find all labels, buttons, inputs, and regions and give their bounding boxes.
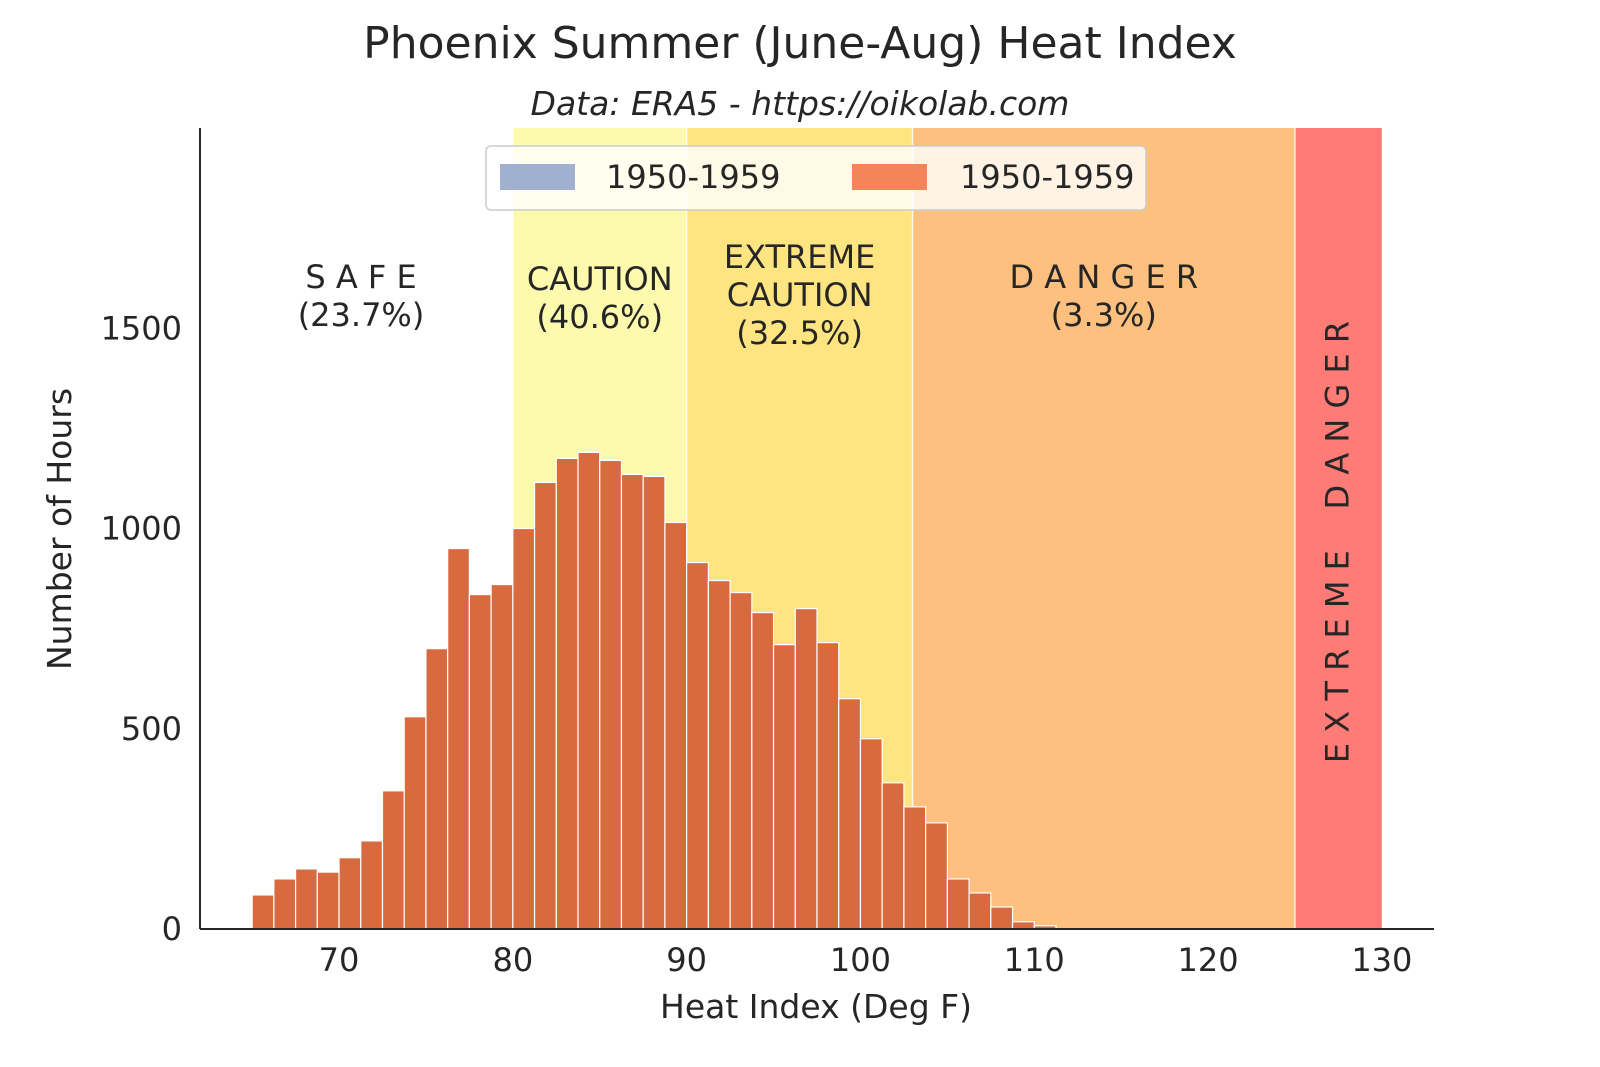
zone-label-caution: (40.6%) bbox=[536, 298, 663, 336]
x-tick-label: 110 bbox=[1004, 941, 1065, 979]
histogram-bar bbox=[620, 473, 644, 930]
x-tick-label: 120 bbox=[1178, 941, 1239, 979]
histogram-bar bbox=[447, 547, 470, 930]
y-tick-label: 1000 bbox=[101, 510, 182, 548]
histogram-bar bbox=[772, 644, 796, 930]
histogram-bar bbox=[925, 822, 948, 930]
legend-label-2: 1950-1959 bbox=[960, 158, 1134, 196]
zone-label-extreme-caution: (32.5%) bbox=[736, 314, 863, 352]
histogram-bar bbox=[794, 607, 818, 930]
histogram-bar bbox=[512, 527, 536, 930]
y-tick-label: 0 bbox=[162, 910, 182, 948]
zone-label-extreme-danger: E X T R E M E D A N G E R bbox=[1318, 321, 1356, 763]
histogram-bar bbox=[707, 579, 731, 930]
x-axis-label: Heat Index (Deg F) bbox=[660, 987, 972, 1026]
chart-title: Phoenix Summer (June-Aug) Heat Index bbox=[363, 18, 1237, 69]
legend-box bbox=[485, 145, 1147, 211]
zone-labels: S A F E(23.7%)CAUTION(40.6%)EXTREMECAUTI… bbox=[298, 238, 1357, 763]
zone-label-safe: (23.7%) bbox=[298, 296, 425, 334]
histogram-bar bbox=[425, 648, 449, 930]
chart-subtitle: Data: ERA5 - https://oikolab.com bbox=[531, 84, 1070, 123]
histogram-bar bbox=[555, 457, 579, 930]
histogram-bar bbox=[1011, 921, 1035, 930]
legend-swatch-1 bbox=[500, 164, 575, 190]
zone-label-extreme-caution: EXTREME bbox=[724, 238, 875, 276]
histogram-bar bbox=[881, 782, 905, 930]
zone-band-3 bbox=[912, 128, 1295, 929]
x-tick-label: 70 bbox=[319, 941, 360, 979]
histogram-bar bbox=[751, 612, 775, 930]
histogram-bar bbox=[838, 698, 862, 930]
histogram-bar bbox=[468, 593, 492, 930]
histogram-bar bbox=[816, 642, 840, 930]
histogram-bars bbox=[251, 451, 1057, 930]
histogram-bar bbox=[403, 716, 427, 930]
legend-label-1: 1950-1959 bbox=[606, 158, 780, 196]
x-tick-label: 100 bbox=[830, 941, 891, 979]
y-axis-label: Number of Hours bbox=[40, 388, 79, 670]
axis-ticks: 70 80 90 100 110 120 130 0 500 1000 1500 bbox=[101, 309, 1413, 979]
zone-label-danger: (3.3%) bbox=[1051, 296, 1157, 334]
histogram-bar bbox=[859, 738, 883, 930]
histogram-bar bbox=[294, 868, 318, 930]
axes bbox=[199, 128, 1434, 930]
histogram-bar bbox=[946, 878, 970, 930]
histogram-bar bbox=[251, 894, 275, 930]
legend: 1950-1959 1950-1959 bbox=[485, 145, 1147, 211]
histogram-bar bbox=[273, 878, 297, 930]
x-tick-label: 90 bbox=[666, 941, 707, 979]
histogram-bar bbox=[990, 906, 1014, 930]
histogram-bar bbox=[903, 806, 927, 930]
histogram-bar bbox=[381, 790, 405, 930]
zone-label-safe: S A F E bbox=[305, 258, 416, 296]
histogram-bar bbox=[599, 459, 623, 930]
histogram-bar bbox=[338, 857, 362, 930]
histogram-bar bbox=[686, 561, 709, 930]
histogram-bar bbox=[729, 591, 753, 930]
histogram-bar bbox=[642, 475, 666, 930]
histogram-bar bbox=[664, 521, 688, 930]
histogram-bar bbox=[533, 481, 557, 930]
y-tick-label: 500 bbox=[121, 710, 182, 748]
x-tick-label: 130 bbox=[1351, 941, 1412, 979]
zone-label-caution: CAUTION bbox=[527, 260, 673, 298]
histogram-bar bbox=[577, 451, 601, 930]
histogram-bar bbox=[968, 892, 992, 930]
histogram-bar bbox=[316, 871, 340, 930]
zone-band-4 bbox=[1294, 128, 1382, 929]
legend-swatch-2 bbox=[852, 164, 927, 190]
histogram-bar bbox=[490, 583, 514, 930]
histogram-bar bbox=[360, 840, 384, 930]
zone-label-danger: D A N G E R bbox=[1009, 258, 1198, 296]
x-tick-label: 80 bbox=[492, 941, 533, 979]
y-tick-label: 1500 bbox=[101, 309, 182, 347]
zone-label-extreme-caution: CAUTION bbox=[727, 276, 873, 314]
